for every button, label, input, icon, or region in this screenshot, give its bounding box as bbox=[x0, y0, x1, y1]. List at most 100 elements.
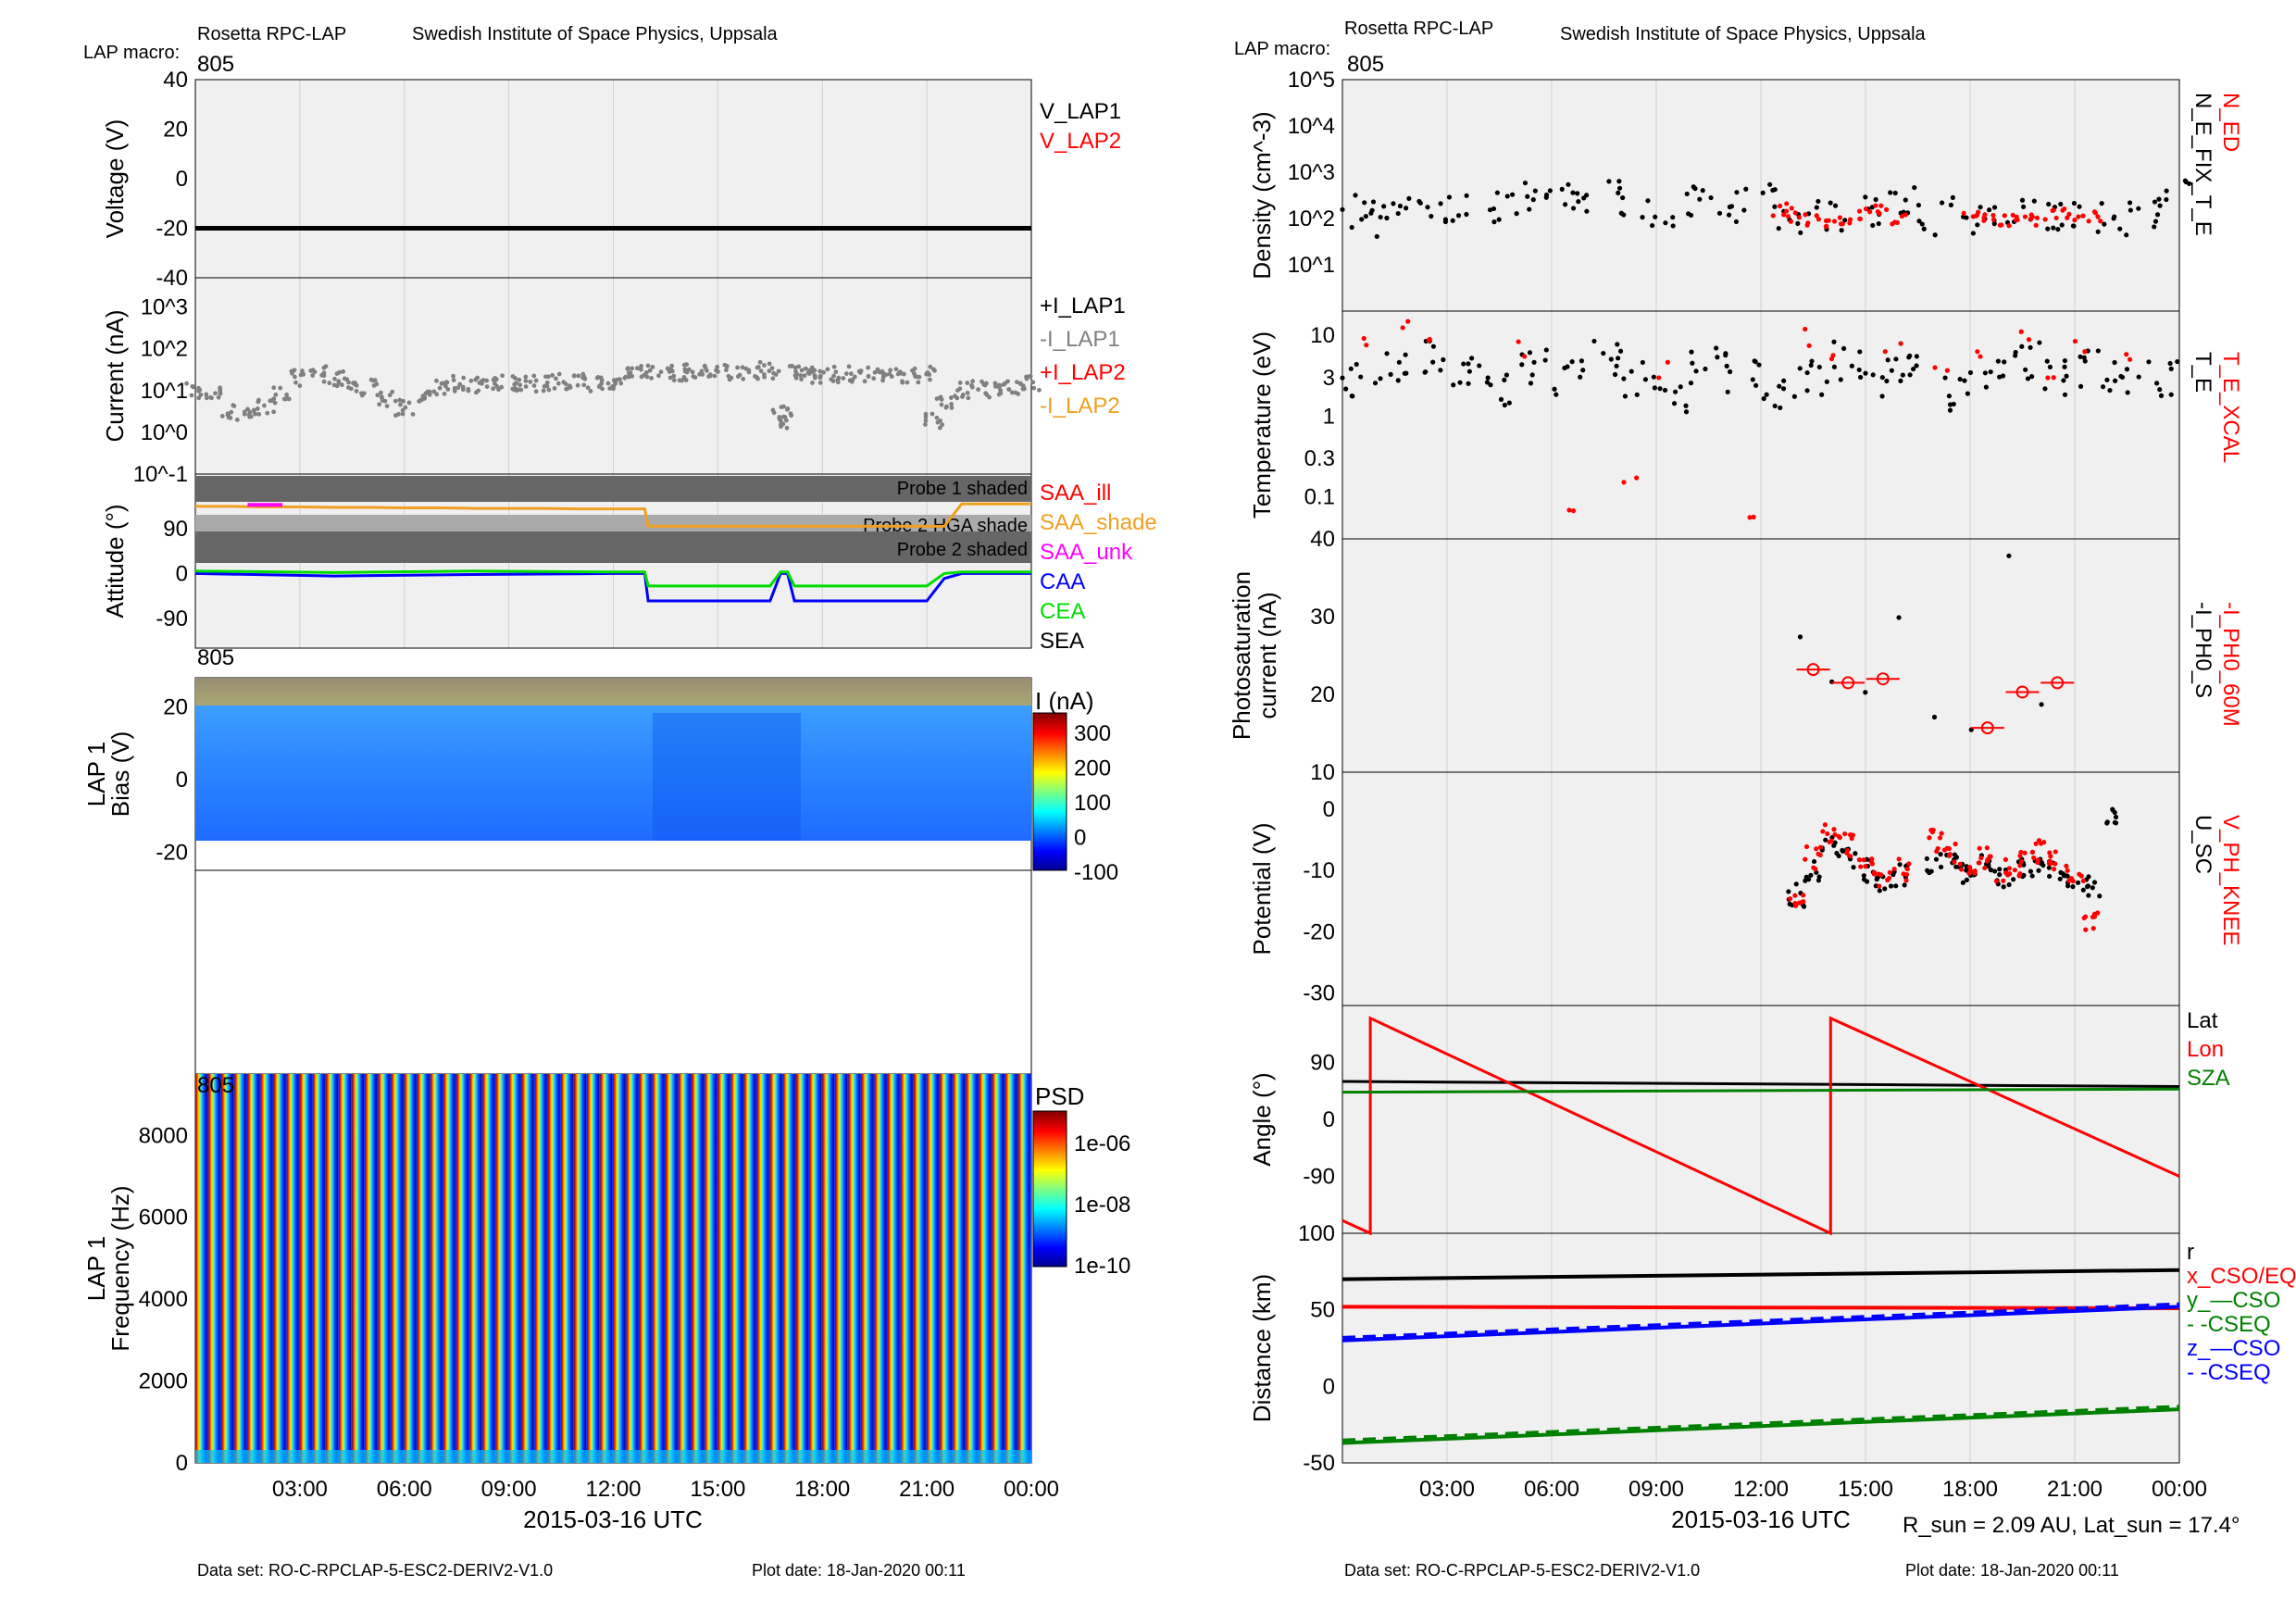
potential-point bbox=[2018, 858, 2025, 865]
density-point bbox=[1832, 203, 1839, 208]
potential-point bbox=[2036, 868, 2041, 873]
current-point bbox=[916, 380, 921, 385]
current-point bbox=[198, 393, 204, 397]
current-point bbox=[310, 373, 316, 378]
potential-point bbox=[2075, 880, 2081, 885]
density-point bbox=[1990, 217, 1997, 222]
distance-series-r bbox=[1341, 1268, 2180, 1281]
current-point bbox=[393, 413, 398, 418]
psd-stripe bbox=[587, 1074, 599, 1463]
temperature-point bbox=[1898, 341, 1903, 346]
density-point bbox=[1616, 179, 1622, 184]
temperature-point bbox=[1498, 396, 1504, 402]
temperature-point bbox=[1753, 382, 1759, 388]
temperature-point bbox=[2029, 374, 2035, 380]
current-point bbox=[184, 381, 189, 386]
current-ytick: 10^-1 bbox=[133, 462, 188, 487]
current-point bbox=[825, 367, 830, 372]
bias-colorbar-tick: 0 bbox=[1074, 826, 1086, 851]
temperature-point bbox=[1816, 364, 1822, 370]
temperature-point bbox=[2061, 378, 2066, 383]
temperature-point bbox=[1543, 347, 1549, 353]
potential-point bbox=[1937, 835, 1943, 841]
potential-point bbox=[1935, 845, 1940, 852]
potential-point bbox=[1820, 829, 1826, 834]
current-point bbox=[484, 378, 490, 383]
density-point bbox=[2164, 188, 2169, 194]
current-point bbox=[418, 397, 423, 403]
temperature-point bbox=[1988, 369, 1993, 375]
photosaturation-point bbox=[1806, 663, 1820, 677]
potential-point bbox=[1904, 866, 1910, 872]
temperature-ytick: 10 bbox=[1310, 323, 1335, 348]
density-point bbox=[1878, 203, 1884, 208]
density-point bbox=[2053, 215, 2059, 221]
current-point bbox=[831, 364, 837, 369]
temperature-point bbox=[1942, 375, 1948, 381]
current-point bbox=[614, 377, 619, 382]
potential-point bbox=[2065, 868, 2070, 873]
photosaturation-ytick: 10 bbox=[1310, 760, 1335, 785]
current-point bbox=[293, 380, 298, 385]
photosaturation-ytick: 30 bbox=[1310, 605, 1335, 630]
attitude-series-SAA_shade bbox=[195, 502, 1031, 528]
density-point bbox=[2059, 222, 2065, 228]
density-point bbox=[1697, 196, 1703, 202]
current-point bbox=[272, 400, 278, 406]
potential-point bbox=[2001, 878, 2006, 883]
temperature-point bbox=[1527, 350, 1533, 356]
current-point bbox=[622, 375, 628, 381]
current-point bbox=[762, 374, 767, 380]
density-point bbox=[1789, 206, 1794, 211]
potential-point bbox=[1831, 843, 1837, 848]
current-point bbox=[531, 373, 537, 379]
density-point bbox=[1504, 194, 1510, 199]
current-ylabel: Current (nA) bbox=[101, 309, 129, 442]
density-point bbox=[1877, 210, 1882, 217]
density-point bbox=[1948, 202, 1954, 208]
right-xtick: 21:00 bbox=[2047, 1477, 2103, 1502]
psd-low-band bbox=[195, 1450, 1031, 1463]
angle-ytick: 0 bbox=[1323, 1107, 1335, 1132]
density-point bbox=[1370, 199, 1377, 205]
current-point bbox=[406, 400, 412, 406]
current-point bbox=[401, 398, 406, 404]
psd-colorbar-tick: 1e-10 bbox=[1074, 1254, 1130, 1279]
density-point bbox=[1496, 217, 1502, 222]
current-point bbox=[866, 373, 871, 379]
temperature-point bbox=[1910, 366, 1916, 372]
current-point bbox=[788, 411, 793, 417]
psd-stripe bbox=[914, 1074, 926, 1463]
distance-series-y_—CSO bbox=[1341, 1407, 2180, 1445]
left-xtick: 00:00 bbox=[1004, 1477, 1059, 1502]
left-xtick: 12:00 bbox=[585, 1477, 641, 1502]
psd-stripe bbox=[809, 1074, 821, 1463]
density-point bbox=[1429, 213, 1434, 219]
current-point bbox=[628, 370, 633, 375]
current-point bbox=[812, 368, 817, 373]
density-point bbox=[2152, 199, 2158, 205]
current-point bbox=[468, 378, 474, 383]
density-point bbox=[2154, 212, 2161, 218]
current-point bbox=[948, 395, 954, 400]
potential-point bbox=[1997, 872, 2003, 878]
temperature-point bbox=[1946, 394, 1953, 399]
density-ytick: 10^2 bbox=[1288, 206, 1335, 231]
potential-ylabel: Potential (V) bbox=[1248, 822, 1276, 955]
density-point bbox=[1919, 221, 1925, 227]
psd-stripe bbox=[665, 1074, 678, 1463]
temperature-point bbox=[1634, 475, 1640, 481]
current-point bbox=[533, 389, 539, 394]
potential-point bbox=[1933, 856, 1940, 862]
current-point bbox=[957, 386, 963, 392]
potential-point bbox=[1928, 827, 1934, 833]
density-point bbox=[1903, 197, 1908, 203]
left-xtick: 15:00 bbox=[690, 1477, 745, 1502]
density-point bbox=[1708, 194, 1714, 201]
current-point bbox=[580, 371, 586, 377]
current-point bbox=[735, 365, 740, 370]
density-point bbox=[1688, 212, 1694, 219]
temperature-point bbox=[1516, 339, 1521, 344]
temperature-point bbox=[1441, 356, 1446, 363]
potential-point bbox=[2001, 884, 2006, 890]
